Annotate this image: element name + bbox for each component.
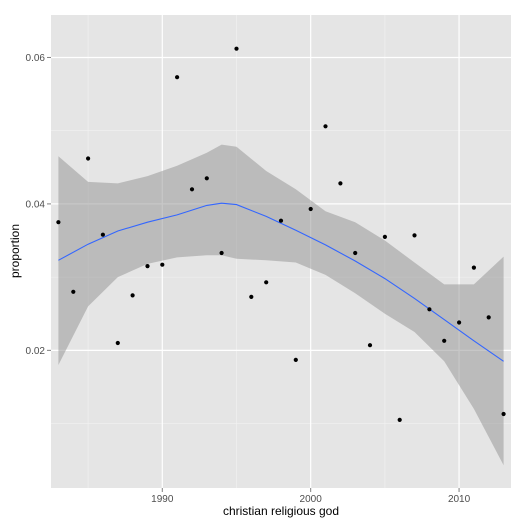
y-tick-label: 0.02 [26, 346, 46, 357]
data-point [323, 124, 328, 129]
data-point [382, 234, 387, 239]
data-point [471, 265, 476, 270]
data-point [338, 181, 343, 186]
data-point [457, 320, 462, 325]
y-axis-title: proportion [8, 224, 22, 278]
data-point [442, 338, 447, 343]
data-point [175, 75, 180, 80]
data-point [71, 289, 76, 294]
data-point [249, 294, 254, 299]
data-point [86, 156, 91, 161]
data-point [397, 417, 402, 422]
data-point [293, 357, 298, 362]
x-tick-label: 2000 [300, 494, 323, 505]
y-axis: 0.02 0.04 0.06 [26, 53, 51, 357]
data-point [427, 307, 432, 312]
y-tick-label: 0.06 [26, 53, 46, 64]
data-point [367, 343, 373, 348]
x-axis-title: christian religious god [223, 504, 339, 518]
data-point [160, 262, 165, 267]
smooth-line [58, 202, 504, 362]
data-point [278, 218, 284, 223]
data-point [204, 176, 209, 181]
data-point [115, 340, 120, 346]
data-point [219, 250, 224, 256]
confidence-ribbon [58, 144, 504, 466]
data-point [234, 46, 239, 51]
x-tick-label: 1990 [151, 494, 174, 505]
y-tick-label: 0.04 [26, 199, 46, 210]
data-point [56, 220, 61, 225]
scatter-points [56, 46, 506, 422]
data-point [501, 411, 506, 417]
smooth-line-layer [58, 202, 504, 362]
data-point [100, 232, 105, 237]
data-point [189, 187, 195, 192]
data-point [486, 315, 491, 320]
x-tick-label: 2010 [448, 494, 471, 505]
x-axis: 1990 2000 2010 [151, 488, 471, 505]
data-point [412, 233, 417, 238]
data-point [308, 206, 313, 212]
data-point [145, 264, 150, 269]
data-point [353, 250, 358, 256]
data-point [130, 293, 135, 298]
confidence-ribbon-layer [58, 144, 504, 466]
data-point [264, 280, 269, 285]
